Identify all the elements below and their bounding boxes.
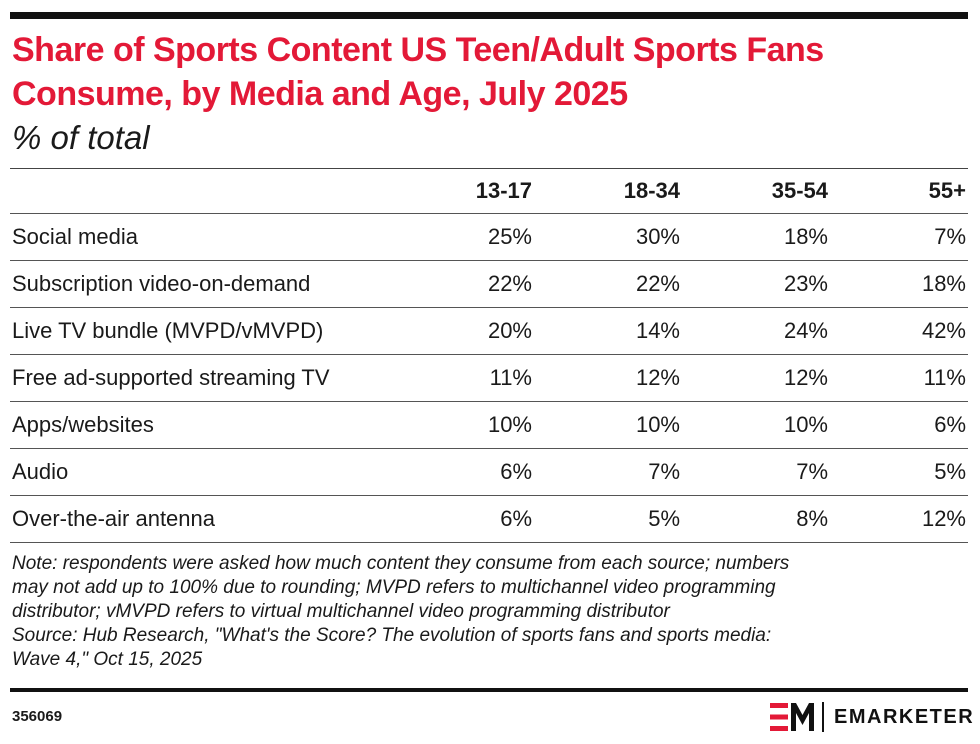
- brand-logo: EMARKETER: [770, 700, 974, 734]
- table-body: Social media 25% 30% 18% 7% Subscription vide…: [10, 214, 968, 543]
- chart-id: 356069: [12, 708, 63, 725]
- value-cell: 12%: [783, 365, 828, 390]
- row-label: Free ad-supported streaming TV: [12, 365, 330, 390]
- header-col-55-plus: 55+: [928, 178, 966, 203]
- table-row: Over-the-air antenna 6% 5% 8% 12%: [10, 496, 968, 543]
- value-cell: 6%: [934, 412, 966, 437]
- bottom-rule: [10, 688, 968, 692]
- header-col-18-34: 18-34: [623, 178, 680, 203]
- value-cell: 7%: [796, 459, 828, 484]
- note-line: Note: respondents were asked how much co…: [12, 553, 790, 574]
- value-cell: 25%: [487, 224, 532, 249]
- value-cell: 20%: [487, 318, 532, 343]
- value-cell: 12%: [921, 506, 966, 531]
- brand-wordmark: EMARKETER: [834, 705, 975, 728]
- value-cell: 10%: [635, 412, 680, 437]
- row-label: Apps/websites: [12, 412, 154, 437]
- data-table: 13-17 18-34 35-54 55+ Social media 25% 30%…: [10, 168, 968, 543]
- value-cell: 30%: [635, 224, 680, 249]
- table-row: Subscription video-on-demand 22% 22% 23% 18%: [10, 261, 968, 308]
- value-cell: 7%: [648, 459, 680, 484]
- row-label: Social media: [12, 224, 138, 249]
- value-cell: 8%: [796, 506, 828, 531]
- note-block: Note: respondents were asked how much co…: [12, 552, 962, 672]
- table-row: Free ad-supported streaming TV 11% 12% 12% 1…: [10, 355, 968, 402]
- top-rule: [10, 12, 968, 19]
- value-cell: 12%: [635, 365, 680, 390]
- chart-subtitle: % of total: [12, 119, 150, 156]
- value-cell: 22%: [635, 271, 680, 296]
- value-cell: 14%: [635, 318, 680, 343]
- source-line: Source: Hub Research, "What's the Score?…: [12, 625, 772, 646]
- chart-title: Share of Sports Content US Teen/Adult Sp…: [12, 31, 824, 113]
- value-cell: 22%: [487, 271, 532, 296]
- value-cell: 5%: [934, 459, 966, 484]
- value-cell: 10%: [783, 412, 828, 437]
- header-col-35-54: 35-54: [771, 178, 828, 203]
- logo-divider: [822, 702, 824, 732]
- value-cell: 5%: [648, 506, 680, 531]
- row-label: Over-the-air antenna: [12, 506, 215, 531]
- value-cell: 11%: [489, 365, 532, 390]
- value-cell: 23%: [783, 271, 828, 296]
- emarketer-logo-icon: [770, 703, 814, 731]
- table-row: Audio 6% 7% 7% 5%: [10, 449, 968, 496]
- value-cell: 42%: [921, 318, 966, 343]
- table-row: Apps/websites 10% 10% 10% 6%: [10, 402, 968, 449]
- value-cell: 7%: [934, 224, 966, 249]
- source-line: Wave 4," Oct 15, 2025: [12, 649, 203, 670]
- header-col-13-17: 13-17: [475, 178, 532, 203]
- row-label: Live TV bundle (MVPD/vMVPD): [12, 318, 324, 343]
- value-cell: 18%: [921, 271, 966, 296]
- table-row: Social media 25% 30% 18% 7%: [10, 214, 968, 261]
- row-label: Audio: [12, 459, 69, 484]
- note-line: may not add up to 100% due to rounding; …: [12, 577, 776, 598]
- table-row: Live TV bundle (MVPD/vMVPD) 20% 14% 24% 42%: [10, 308, 968, 355]
- row-label: Subscription video-on-demand: [12, 271, 311, 296]
- value-cell: 18%: [783, 224, 828, 249]
- value-cell: 6%: [500, 459, 532, 484]
- value-cell: 10%: [487, 412, 532, 437]
- value-cell: 11%: [923, 365, 966, 390]
- value-cell: 24%: [783, 318, 828, 343]
- value-cell: 6%: [500, 506, 532, 531]
- table-header-row: 13-17 18-34 35-54 55+: [10, 169, 968, 214]
- note-line: distributor; vMVPD refers to virtual mul…: [12, 601, 670, 622]
